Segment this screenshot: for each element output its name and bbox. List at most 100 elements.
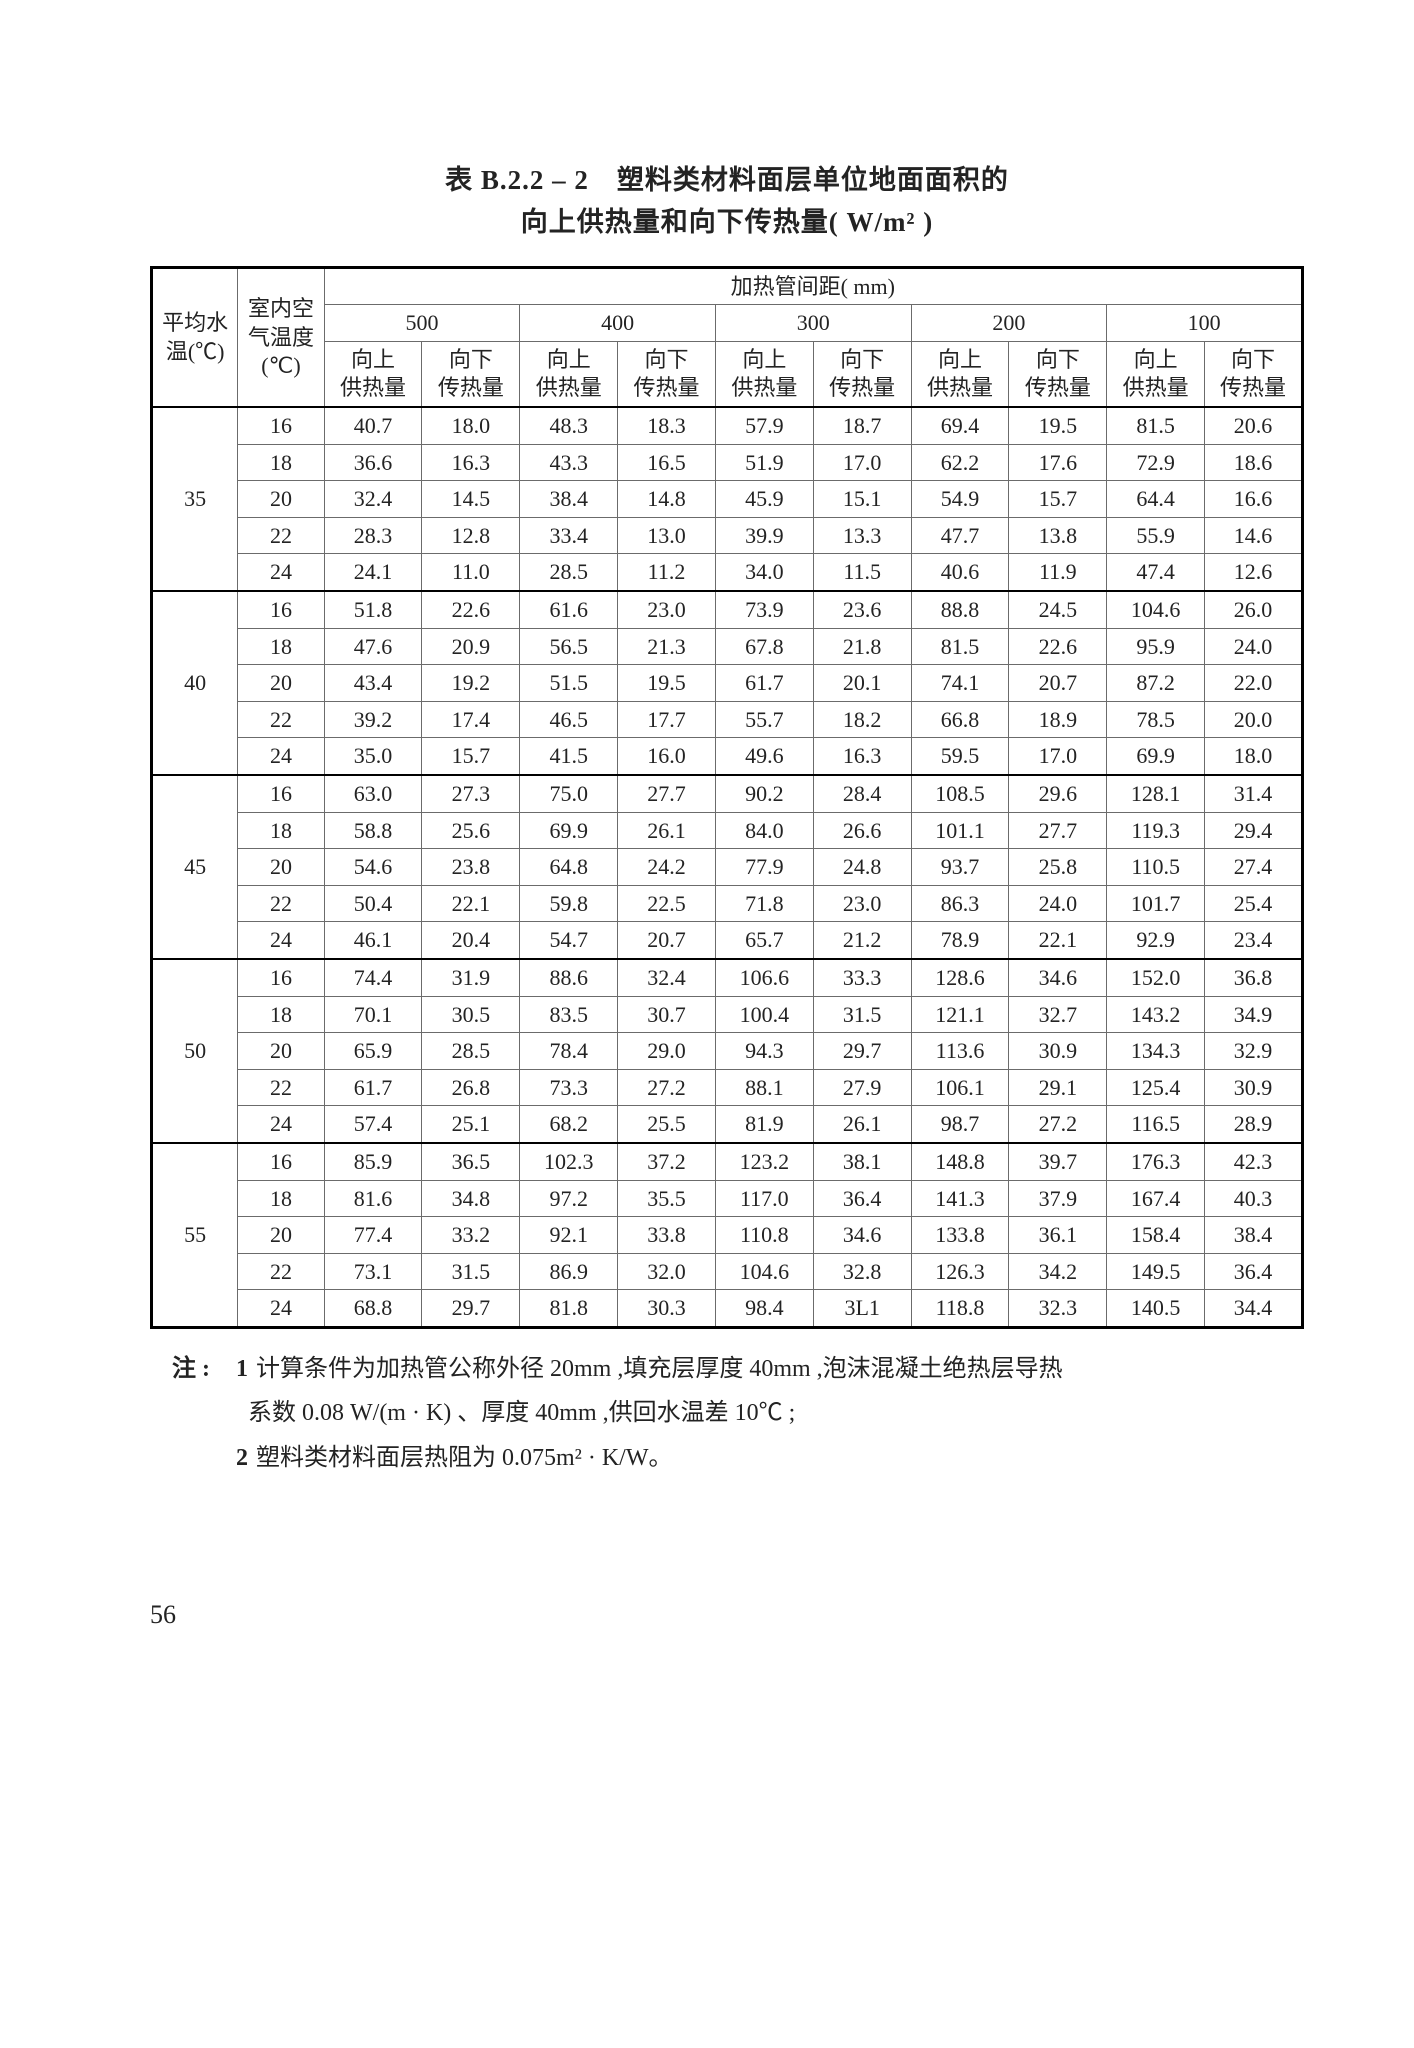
cell-value: 31.5 bbox=[813, 996, 911, 1033]
cell-value: 47.4 bbox=[1107, 554, 1205, 591]
cell-value: 54.6 bbox=[324, 849, 422, 886]
cell-value: 29.0 bbox=[618, 1033, 716, 1070]
cell-avg-temp: 55 bbox=[152, 1143, 238, 1327]
cell-value: 20.1 bbox=[813, 665, 911, 702]
cell-value: 51.9 bbox=[715, 444, 813, 481]
cell-value: 88.8 bbox=[911, 591, 1009, 628]
cell-value: 24.0 bbox=[1205, 628, 1303, 665]
col-avg-temp: 平均水温(℃) bbox=[152, 267, 238, 407]
notes: 注 :1计算条件为加热管公称外径 20mm ,填充层厚度 40mm ,泡沫混凝土… bbox=[150, 1347, 1304, 1480]
cell-value: 43.4 bbox=[324, 665, 422, 702]
col-down: 向下传热量 bbox=[422, 341, 520, 407]
cell-value: 34.4 bbox=[1205, 1290, 1303, 1328]
cell-value: 24.0 bbox=[1009, 885, 1107, 922]
cell-value: 26.8 bbox=[422, 1069, 520, 1106]
cell-value: 88.1 bbox=[715, 1069, 813, 1106]
cell-value: 30.9 bbox=[1009, 1033, 1107, 1070]
cell-value: 23.6 bbox=[813, 591, 911, 628]
cell-value: 15.7 bbox=[1009, 481, 1107, 518]
cell-value: 123.2 bbox=[715, 1143, 813, 1180]
cell-avg-temp: 35 bbox=[152, 407, 238, 591]
cell-value: 101.1 bbox=[911, 812, 1009, 849]
cell-value: 158.4 bbox=[1107, 1217, 1205, 1254]
cell-value: 23.4 bbox=[1205, 922, 1303, 959]
cell-value: 55.9 bbox=[1107, 517, 1205, 554]
cell-value: 25.8 bbox=[1009, 849, 1107, 886]
cell-value: 41.5 bbox=[520, 738, 618, 775]
cell-value: 140.5 bbox=[1107, 1290, 1205, 1328]
cell-value: 31.5 bbox=[422, 1253, 520, 1290]
cell-value: 87.2 bbox=[1107, 665, 1205, 702]
cell-value: 77.9 bbox=[715, 849, 813, 886]
cell-value: 12.6 bbox=[1205, 554, 1303, 591]
cell-value: 126.3 bbox=[911, 1253, 1009, 1290]
cell-value: 71.8 bbox=[715, 885, 813, 922]
cell-avg-temp: 50 bbox=[152, 959, 238, 1143]
cell-value: 25.4 bbox=[1205, 885, 1303, 922]
cell-value: 26.0 bbox=[1205, 591, 1303, 628]
cell-room-temp: 24 bbox=[238, 922, 324, 959]
cell-value: 20.9 bbox=[422, 628, 520, 665]
cell-value: 62.2 bbox=[911, 444, 1009, 481]
cell-value: 149.5 bbox=[1107, 1253, 1205, 1290]
cell-value: 18.6 bbox=[1205, 444, 1303, 481]
cell-value: 58.8 bbox=[324, 812, 422, 849]
cell-value: 24.2 bbox=[618, 849, 716, 886]
cell-value: 69.9 bbox=[520, 812, 618, 849]
cell-value: 32.3 bbox=[1009, 1290, 1107, 1328]
cell-value: 38.1 bbox=[813, 1143, 911, 1180]
cell-value: 20.4 bbox=[422, 922, 520, 959]
cell-value: 17.0 bbox=[813, 444, 911, 481]
note-number: 2 bbox=[218, 1436, 256, 1480]
cell-value: 86.3 bbox=[911, 885, 1009, 922]
cell-value: 81.9 bbox=[715, 1106, 813, 1143]
cell-value: 70.1 bbox=[324, 996, 422, 1033]
cell-room-temp: 24 bbox=[238, 738, 324, 775]
cell-value: 23.0 bbox=[813, 885, 911, 922]
cell-value: 12.8 bbox=[422, 517, 520, 554]
cell-value: 18.0 bbox=[1205, 738, 1303, 775]
col-pipe-spacing: 加热管间距( mm) bbox=[324, 267, 1302, 305]
col-down: 向下传热量 bbox=[813, 341, 911, 407]
cell-value: 104.6 bbox=[1107, 591, 1205, 628]
cell-avg-temp: 45 bbox=[152, 775, 238, 959]
col-up: 向上供热量 bbox=[1107, 341, 1205, 407]
cell-value: 117.0 bbox=[715, 1180, 813, 1217]
cell-room-temp: 24 bbox=[238, 554, 324, 591]
cell-value: 16.6 bbox=[1205, 481, 1303, 518]
cell-value: 72.9 bbox=[1107, 444, 1205, 481]
cell-value: 128.6 bbox=[911, 959, 1009, 996]
cell-value: 33.2 bbox=[422, 1217, 520, 1254]
cell-value: 39.9 bbox=[715, 517, 813, 554]
cell-value: 119.3 bbox=[1107, 812, 1205, 849]
cell-value: 33.4 bbox=[520, 517, 618, 554]
cell-value: 29.4 bbox=[1205, 812, 1303, 849]
cell-value: 20.7 bbox=[1009, 665, 1107, 702]
cell-room-temp: 22 bbox=[238, 1069, 324, 1106]
cell-value: 133.8 bbox=[911, 1217, 1009, 1254]
cell-value: 81.8 bbox=[520, 1290, 618, 1328]
cell-room-temp: 22 bbox=[238, 701, 324, 738]
cell-value: 85.9 bbox=[324, 1143, 422, 1180]
cell-value: 34.9 bbox=[1205, 996, 1303, 1033]
cell-value: 40.3 bbox=[1205, 1180, 1303, 1217]
cell-room-temp: 16 bbox=[238, 775, 324, 812]
cell-value: 78.9 bbox=[911, 922, 1009, 959]
cell-value: 29.7 bbox=[422, 1290, 520, 1328]
cell-value: 84.0 bbox=[715, 812, 813, 849]
cell-room-temp: 16 bbox=[238, 959, 324, 996]
cell-value: 65.9 bbox=[324, 1033, 422, 1070]
cell-value: 148.8 bbox=[911, 1143, 1009, 1180]
cell-value: 33.8 bbox=[618, 1217, 716, 1254]
cell-value: 68.8 bbox=[324, 1290, 422, 1328]
note-text: 计算条件为加热管公称外径 20mm ,填充层厚度 40mm ,泡沫混凝土绝热层导… bbox=[256, 1347, 1304, 1391]
cell-value: 92.9 bbox=[1107, 922, 1205, 959]
col-spacing: 200 bbox=[911, 305, 1107, 342]
cell-value: 113.6 bbox=[911, 1033, 1009, 1070]
cell-value: 20.7 bbox=[618, 922, 716, 959]
cell-value: 22.0 bbox=[1205, 665, 1303, 702]
note-label bbox=[150, 1436, 218, 1480]
cell-value: 29.6 bbox=[1009, 775, 1107, 812]
cell-value: 77.4 bbox=[324, 1217, 422, 1254]
cell-room-temp: 16 bbox=[238, 407, 324, 444]
